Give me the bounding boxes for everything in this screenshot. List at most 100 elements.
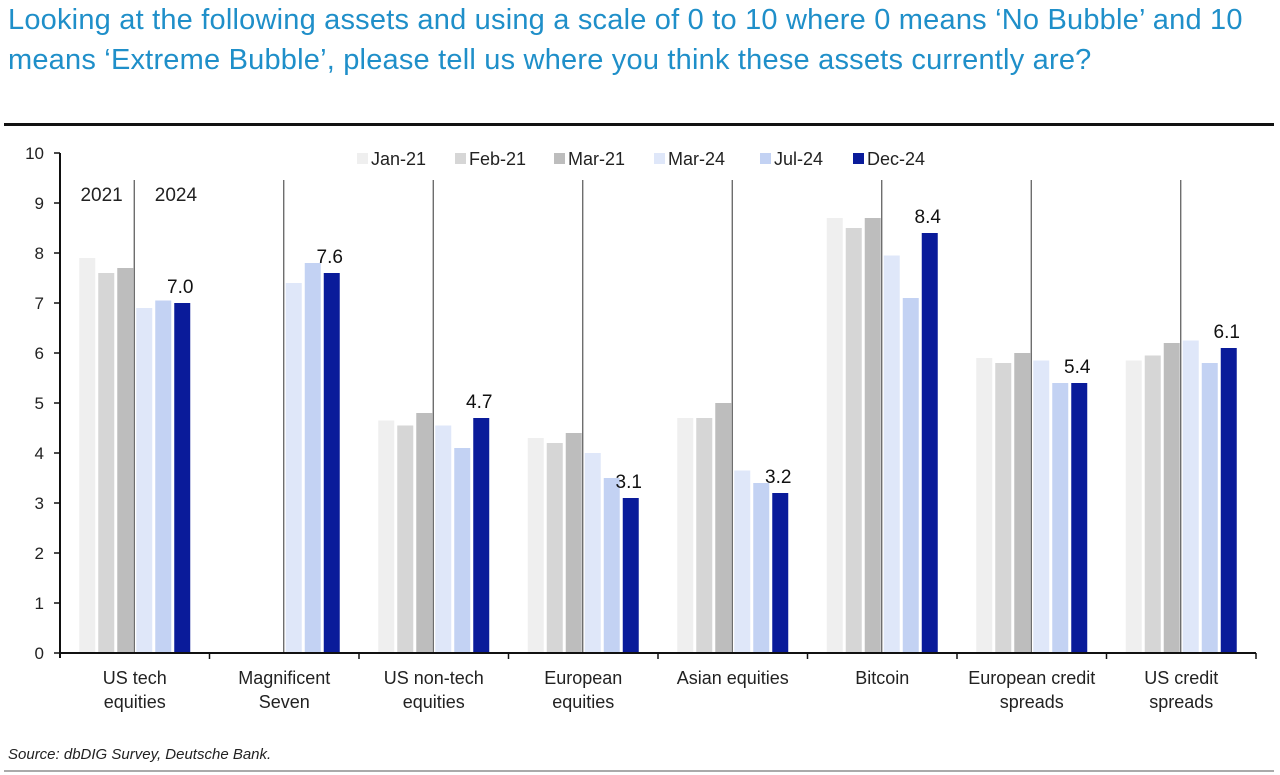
- category-label: Magnificent: [238, 668, 330, 688]
- legend-label: Mar-24: [668, 149, 725, 169]
- category-label: equities: [552, 692, 614, 712]
- year-annotation-2021: 2021: [80, 185, 122, 206]
- bar-jul-24: [753, 483, 770, 653]
- bar-dec-24: [921, 233, 938, 653]
- bar-mar-21: [416, 413, 433, 653]
- legend-swatch: [654, 153, 665, 164]
- category-label: equities: [403, 692, 465, 712]
- bar-mar-21: [1014, 353, 1031, 653]
- bar-mar-24: [584, 453, 601, 653]
- data-label: 6.1: [1214, 322, 1240, 343]
- legend-label: Dec-24: [867, 149, 925, 169]
- bar-jul-24: [454, 448, 471, 653]
- legend-label: Jan-21: [371, 149, 426, 169]
- y-tick-label: 2: [35, 544, 44, 563]
- bar-chart: 0 1 2 3 4 5 6 7 8 9 10 US tech equities Magnificent S…: [25, 144, 1257, 712]
- bar-mar-24: [285, 283, 302, 653]
- data-label: 3.2: [765, 467, 791, 488]
- y-tick-label: 6: [35, 344, 44, 363]
- category-label: Bitcoin: [855, 668, 909, 688]
- legend-label: Jul-24: [774, 149, 823, 169]
- data-labels: 7.0 7.6 4.7 3.1 3.2 8.4 5.4 6.1: [167, 207, 1240, 493]
- bar-mar-21: [565, 433, 582, 653]
- data-label: 3.1: [616, 472, 642, 493]
- data-label: 5.4: [1064, 357, 1091, 378]
- bar-jul-24: [155, 300, 172, 653]
- bar-dec-24: [1071, 383, 1088, 653]
- data-label: 7.6: [317, 247, 343, 268]
- legend-swatch: [455, 153, 466, 164]
- bar-jul-24: [1201, 363, 1218, 653]
- title-divider: [4, 123, 1274, 126]
- bar-mar-24: [883, 255, 900, 653]
- y-tick-label: 4: [35, 444, 44, 463]
- bar-mar-24: [1033, 360, 1050, 653]
- data-label: 7.0: [167, 277, 193, 298]
- category-label: Asian equities: [677, 668, 789, 688]
- bar-dec-24: [473, 418, 490, 653]
- source-note: Source: dbDIG Survey, Deutsche Bank.: [8, 746, 272, 763]
- bar-feb-21: [696, 418, 713, 653]
- bars: [79, 218, 1237, 653]
- category-label: equities: [104, 692, 166, 712]
- category-label: spreads: [1149, 692, 1213, 712]
- bar-jan-21: [79, 258, 96, 653]
- legend-swatch: [554, 153, 565, 164]
- bar-mar-24: [1182, 340, 1199, 653]
- legend-swatch: [760, 153, 771, 164]
- footer-divider: [4, 770, 1274, 772]
- data-label: 8.4: [915, 207, 942, 228]
- legend-label: Mar-21: [568, 149, 625, 169]
- y-tick-label: 5: [35, 394, 44, 413]
- bar-jan-21: [378, 420, 395, 653]
- y-tick-label: 10: [25, 144, 44, 163]
- category-label: US tech: [103, 668, 167, 688]
- axes: [54, 152, 1257, 659]
- bar-jan-21: [527, 438, 544, 653]
- bar-dec-24: [622, 498, 639, 653]
- category-label: European: [544, 668, 622, 688]
- chart-title: Looking at the following assets and usin…: [8, 4, 1243, 76]
- data-label: 4.7: [466, 392, 492, 413]
- bar-dec-24: [772, 493, 789, 653]
- bar-mar-21: [1163, 343, 1180, 653]
- bar-mar-21: [715, 403, 732, 653]
- bar-feb-21: [98, 273, 115, 653]
- y-tick-label: 3: [35, 494, 44, 513]
- legend-label: Feb-21: [469, 149, 526, 169]
- bar-mar-24: [435, 425, 452, 653]
- bar-jan-21: [826, 218, 843, 653]
- bar-mar-24: [136, 308, 153, 653]
- bar-jul-24: [1052, 383, 1069, 653]
- bar-dec-24: [323, 273, 340, 653]
- y-tick-label: 7: [35, 294, 44, 313]
- year-annotation-2024: 2024: [155, 185, 198, 206]
- bar-feb-21: [546, 443, 563, 653]
- bar-jul-24: [902, 298, 919, 653]
- bar-jan-21: [976, 358, 993, 653]
- category-label: European credit: [968, 668, 1095, 688]
- y-tick-label: 1: [35, 594, 44, 613]
- y-tick-labels: 0 1 2 3 4 5 6 7 8 9 10: [25, 144, 44, 663]
- category-label: US non-tech: [384, 668, 484, 688]
- category-label: US credit: [1144, 668, 1218, 688]
- legend: Jan-21 Feb-21 Mar-21 Mar-24 Jul-24 Dec-24: [357, 149, 925, 169]
- bar-feb-21: [1144, 355, 1161, 653]
- bar-mar-21: [864, 218, 881, 653]
- year-annotations: 2021 2024: [80, 185, 197, 206]
- legend-swatch: [853, 153, 864, 164]
- legend-swatch: [357, 153, 368, 164]
- bar-dec-24: [174, 303, 191, 653]
- bar-feb-21: [995, 363, 1012, 653]
- bar-feb-21: [845, 228, 862, 653]
- y-tick-label: 8: [35, 244, 44, 263]
- category-label: spreads: [1000, 692, 1064, 712]
- bar-jul-24: [603, 478, 620, 653]
- period-dividers: [133, 180, 1182, 653]
- bar-jan-21: [677, 418, 694, 653]
- bar-mar-21: [117, 268, 134, 653]
- bar-jul-24: [304, 263, 321, 653]
- bar-jan-21: [1125, 360, 1142, 653]
- y-tick-label: 9: [35, 194, 44, 213]
- bar-mar-24: [734, 470, 751, 653]
